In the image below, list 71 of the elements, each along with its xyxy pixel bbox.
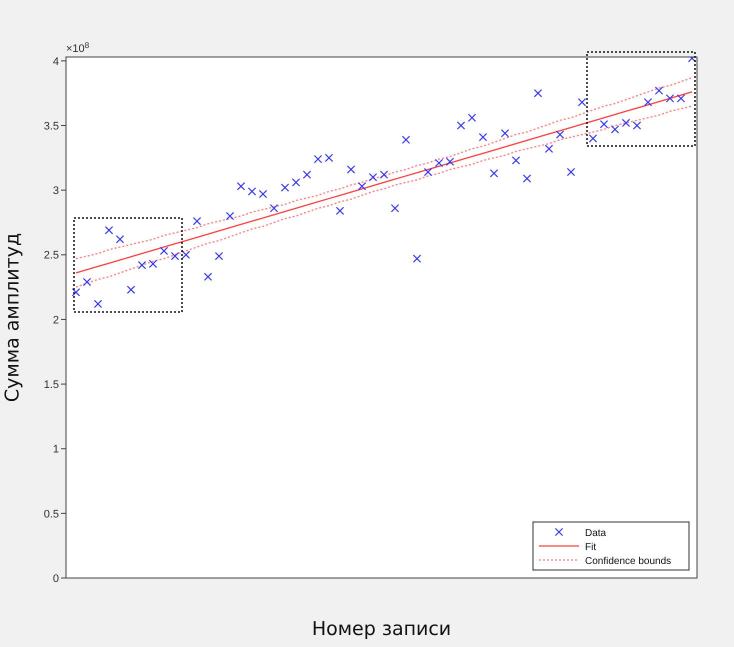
y-tick-label: 0 <box>52 572 59 585</box>
point <box>402 136 410 144</box>
x-axis-title: Номер записи <box>312 618 452 640</box>
point <box>457 122 465 130</box>
point <box>567 168 575 176</box>
point <box>446 158 454 166</box>
point <box>622 118 630 127</box>
point <box>534 89 542 98</box>
y-tick-label: 2 <box>52 314 59 326</box>
point <box>138 261 146 270</box>
point <box>226 212 234 220</box>
point <box>435 159 443 168</box>
point <box>501 129 509 138</box>
point <box>578 98 586 106</box>
y-tick-label: 1 <box>52 444 59 456</box>
point <box>94 300 102 308</box>
point <box>116 235 124 244</box>
point <box>490 169 498 178</box>
point <box>248 187 256 196</box>
point <box>545 144 553 153</box>
point <box>336 206 344 215</box>
y-tick-label: 0.5 <box>44 508 59 520</box>
point <box>666 94 674 102</box>
point <box>171 252 179 260</box>
point <box>468 114 476 122</box>
point <box>644 98 652 106</box>
point <box>259 190 267 198</box>
point <box>204 272 212 281</box>
point <box>292 178 300 186</box>
y-tick-label: 3 <box>52 185 59 198</box>
point <box>182 250 190 259</box>
text: ×10$^{8}$ <box>66 40 90 55</box>
legend-label: Data <box>585 528 607 539</box>
point <box>512 156 520 164</box>
point <box>127 286 135 294</box>
y-axis-title: Сумма амплитуд <box>2 232 24 402</box>
point <box>281 184 289 192</box>
legend-label: Fit <box>585 542 596 553</box>
legend-label: Confidence bounds <box>585 556 672 567</box>
point <box>325 154 333 162</box>
point <box>611 125 619 134</box>
point <box>314 155 322 164</box>
point <box>391 204 399 212</box>
point <box>160 246 168 255</box>
point <box>380 170 388 179</box>
point <box>105 226 113 234</box>
point <box>347 165 355 174</box>
point <box>369 173 377 182</box>
point <box>215 252 223 260</box>
point <box>655 86 663 95</box>
point <box>193 217 201 226</box>
point <box>633 122 641 130</box>
point <box>237 182 245 190</box>
point <box>413 254 421 263</box>
point <box>83 278 91 286</box>
point <box>600 120 608 128</box>
point <box>589 134 597 142</box>
point <box>479 133 487 142</box>
point <box>523 174 531 183</box>
point <box>72 288 80 296</box>
point <box>424 168 432 176</box>
point <box>358 182 366 190</box>
y-tick-label: 3.5 <box>44 120 59 132</box>
point <box>270 204 278 212</box>
point <box>149 260 157 268</box>
y-tick-label: 2.5 <box>44 250 59 262</box>
y-tick-label: 4 <box>52 56 59 68</box>
y-tick-label: 1.5 <box>44 378 59 391</box>
point <box>677 94 685 102</box>
point <box>303 170 311 179</box>
point <box>556 130 564 139</box>
